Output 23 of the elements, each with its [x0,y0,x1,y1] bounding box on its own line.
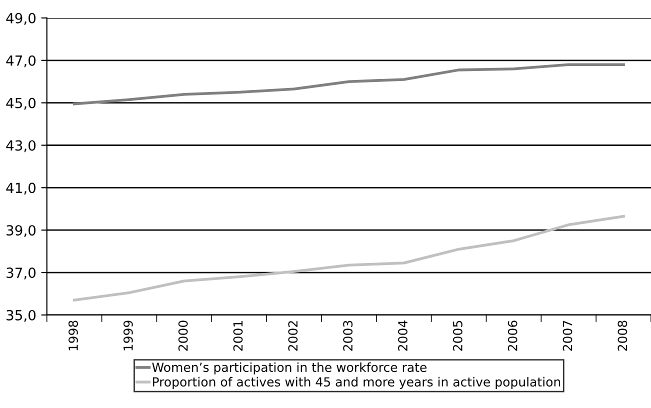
x-tick-label: 2006 [508,320,518,351]
x-tick-label: 2001 [233,320,243,351]
y-tick-label: 47,0 [6,55,36,68]
y-tick-label: 45,0 [6,98,36,110]
x-tick-label: 2004 [398,320,408,351]
x-tick-label: 2007 [562,320,572,351]
y-tick-label: 37,0 [6,268,36,280]
line-series [72,214,625,302]
x-tick-label: 2002 [288,321,298,351]
x-tick-label: 2005 [452,320,462,351]
x-tick-label: 1999 [123,320,133,350]
y-tick-label: 35,0 [6,310,36,322]
legend-label: Proportion of actives with 45 and more years in active population [152,376,560,390]
y-tick-label: 49,0 [6,12,36,25]
line-series [72,63,625,106]
x-tick-label: 2003 [343,320,353,351]
y-tick-label: 41,0 [6,182,36,195]
x-tick-label: 2008 [618,320,628,351]
x-tick-label: 2000 [178,320,188,351]
y-tick-label: 43,0 [6,140,36,152]
x-tick-label: 1998 [68,320,78,350]
legend-label: Women’s participation in the workforce rate [152,362,426,374]
y-tick-label: 39,0 [6,225,36,238]
